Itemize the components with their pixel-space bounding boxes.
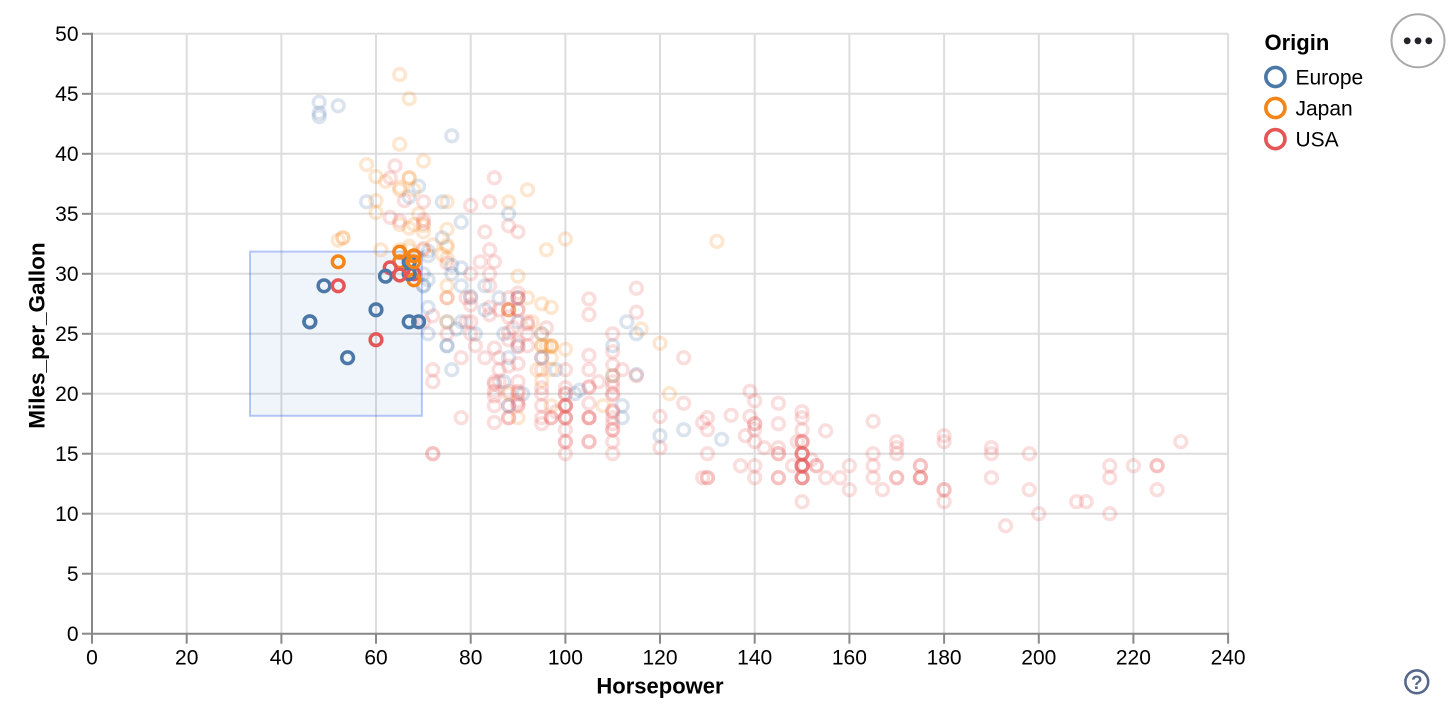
svg-text:100: 100 — [548, 646, 583, 669]
svg-text:180: 180 — [927, 646, 962, 669]
svg-text:Origin: Origin — [1265, 30, 1330, 55]
svg-text:140: 140 — [737, 646, 772, 669]
svg-text:220: 220 — [1116, 646, 1151, 669]
svg-text:Horsepower: Horsepower — [596, 674, 724, 699]
svg-text:20: 20 — [175, 646, 198, 669]
svg-text:Miles_per_Gallon: Miles_per_Gallon — [24, 242, 49, 428]
svg-text:15: 15 — [55, 443, 78, 466]
svg-text:40: 40 — [270, 646, 293, 669]
svg-text:USA: USA — [1296, 129, 1339, 152]
svg-text:30: 30 — [55, 263, 78, 286]
svg-text:120: 120 — [642, 646, 677, 669]
svg-text:Japan: Japan — [1296, 98, 1353, 121]
svg-text:50: 50 — [55, 23, 78, 46]
svg-text:0: 0 — [67, 623, 79, 646]
svg-text:?: ? — [1411, 673, 1423, 694]
svg-text:45: 45 — [55, 83, 78, 106]
svg-text:10: 10 — [55, 503, 78, 526]
svg-text:5: 5 — [67, 563, 79, 586]
svg-text:160: 160 — [832, 646, 867, 669]
svg-text:20: 20 — [55, 383, 78, 406]
svg-text:80: 80 — [459, 646, 482, 669]
svg-text:25: 25 — [55, 323, 78, 346]
svg-text:40: 40 — [55, 143, 78, 166]
svg-text:60: 60 — [364, 646, 387, 669]
svg-text:200: 200 — [1021, 646, 1056, 669]
svg-text:Europe: Europe — [1296, 67, 1364, 90]
svg-text:240: 240 — [1211, 646, 1246, 669]
svg-text:35: 35 — [55, 203, 78, 226]
svg-text:0: 0 — [86, 646, 98, 669]
